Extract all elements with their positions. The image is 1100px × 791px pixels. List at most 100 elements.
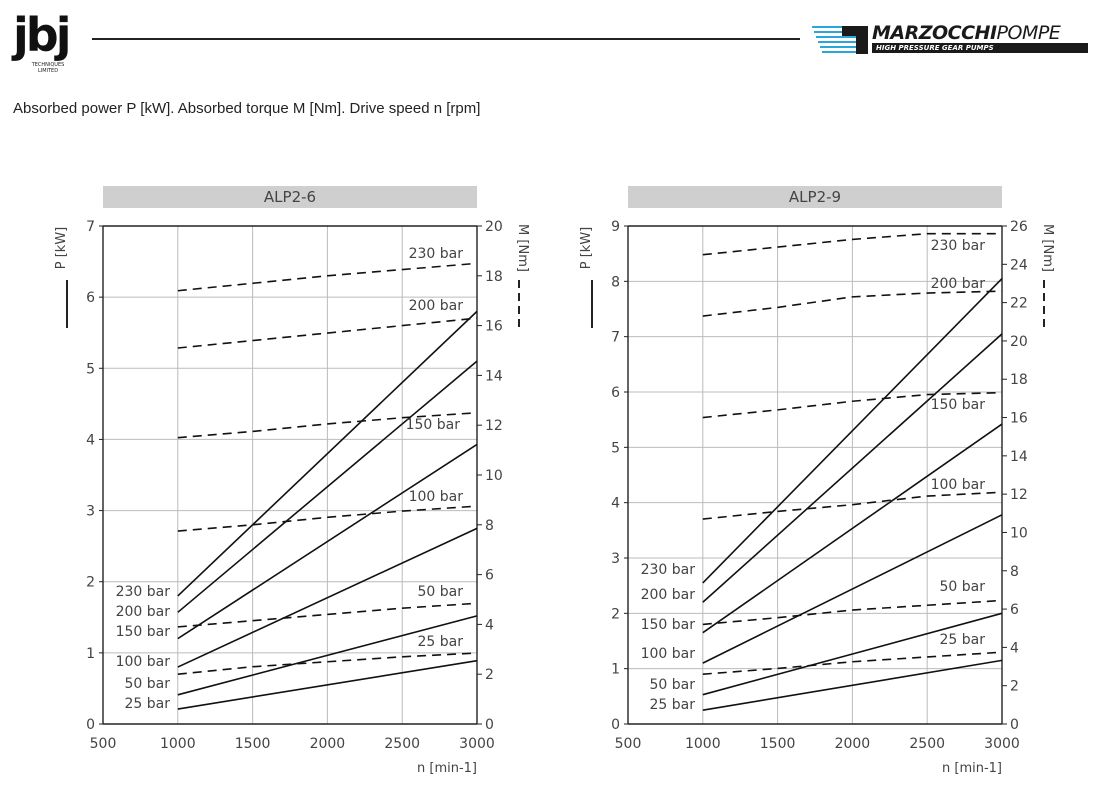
- power-series-line: [177, 527, 478, 668]
- y-left-tick-label: 7: [86, 219, 95, 235]
- torque-series-label: 230 bar: [409, 246, 464, 262]
- x-tick-label: 3000: [459, 736, 495, 752]
- y-left-axis-label: P [kW]: [579, 227, 594, 270]
- y-right-tick-label: 24: [1010, 257, 1028, 273]
- x-tick-label: 2000: [310, 736, 346, 752]
- torque-series-label: 25 bar: [418, 634, 464, 650]
- y-left-tick-label: 3: [86, 504, 95, 520]
- torque-series-line: [177, 411, 478, 439]
- y-right-tick-label: 14: [485, 368, 503, 384]
- y-left-tick-label: 9: [611, 219, 620, 235]
- power-series-line: [702, 612, 1003, 696]
- y-right-tick-label: 12: [1010, 487, 1028, 503]
- torque-series-line: [702, 651, 1003, 675]
- y-right-tick-label: 6: [485, 568, 494, 584]
- brand-tagline: HIGH PRESSURE GEAR PUMPS: [872, 43, 1088, 53]
- power-series-label: 230 bar: [116, 584, 171, 600]
- y-right-tick-label: 4: [485, 617, 494, 633]
- y-right-tick-label: 12: [485, 418, 503, 434]
- power-series-line: [177, 659, 478, 710]
- power-series-label: 230 bar: [641, 562, 696, 578]
- y-left-tick-label: 4: [611, 496, 620, 512]
- power-series-label: 50 bar: [650, 677, 696, 693]
- y-right-axis-label: M [Nm]: [1040, 224, 1055, 272]
- power-series-label: 200 bar: [116, 604, 171, 620]
- x-tick-label: 1500: [760, 736, 796, 752]
- y-left-tick-label: 2: [611, 606, 620, 622]
- y-left-tick-label: 8: [611, 274, 620, 290]
- x-tick-label: 2500: [909, 736, 945, 752]
- torque-series-line: [702, 232, 1002, 256]
- torque-series-line: [702, 391, 1003, 419]
- y-left-tick-label: 5: [86, 361, 95, 377]
- torque-series-line: [177, 602, 478, 628]
- y-right-tick-label: 0: [1010, 717, 1019, 733]
- y-right-axis-label: M [Nm]: [515, 224, 530, 272]
- y-right-tick-label: 0: [485, 717, 494, 733]
- y-right-tick-label: 16: [1010, 411, 1028, 427]
- torque-series-line: [177, 262, 478, 292]
- x-axis-label: n [min-1]: [417, 761, 477, 776]
- jbj-logo-text: jbj: [13, 8, 71, 62]
- power-series-label: 150 bar: [641, 617, 696, 633]
- power-series-line: [702, 514, 1003, 664]
- y-left-axis-label: P [kW]: [54, 227, 69, 270]
- torque-series-label: 150 bar: [931, 397, 986, 413]
- power-series-line: [177, 615, 478, 696]
- chart-title: ALP2-9: [789, 188, 841, 206]
- torque-series-line: [702, 599, 1003, 626]
- torque-series-label: 100 bar: [931, 477, 986, 493]
- torque-series-line: [702, 491, 1003, 520]
- y-left-tick-label: 7: [611, 330, 620, 346]
- page-header: jbj TECHNIQUES LIMITED MARZOCCHIPOMPE HI…: [0, 0, 1100, 80]
- y-right-tick-label: 6: [1010, 602, 1019, 618]
- power-series-label: 150 bar: [116, 624, 171, 640]
- x-tick-label: 2500: [384, 736, 420, 752]
- jbj-logo: jbj TECHNIQUES LIMITED: [13, 8, 83, 74]
- x-tick-label: 500: [615, 736, 642, 752]
- power-series-label: 25 bar: [650, 697, 696, 713]
- torque-series-label: 25 bar: [940, 632, 986, 648]
- torque-series-label: 200 bar: [409, 298, 464, 314]
- x-tick-label: 1000: [685, 736, 721, 752]
- y-right-tick-label: 4: [1010, 640, 1019, 656]
- y-left-tick-label: 0: [86, 717, 95, 733]
- torque-series-label: 200 bar: [931, 276, 986, 292]
- power-series-line: [702, 278, 1003, 584]
- x-tick-label: 3000: [984, 736, 1020, 752]
- y-right-tick-label: 14: [1010, 449, 1028, 465]
- torque-series-label: 50 bar: [940, 579, 986, 595]
- y-right-tick-label: 10: [1010, 525, 1028, 541]
- power-series-label: 100 bar: [116, 654, 171, 670]
- power-series-line: [177, 360, 478, 613]
- brand-name-bold: MARZOCCHI: [872, 22, 997, 44]
- y-right-tick-label: 2: [1010, 679, 1019, 695]
- y-left-tick-label: 3: [611, 551, 620, 567]
- brand-name: MARZOCCHIPOMPE: [872, 22, 1061, 44]
- power-series-label: 25 bar: [125, 696, 171, 712]
- chart-title-bar: [628, 186, 1002, 208]
- jbj-logo-subtext: TECHNIQUES LIMITED: [31, 62, 65, 74]
- power-series-line: [702, 659, 1003, 711]
- torque-series-label: 100 bar: [409, 489, 464, 505]
- x-tick-label: 2000: [835, 736, 871, 752]
- y-left-tick-label: 4: [86, 432, 95, 448]
- y-left-tick-label: 5: [611, 440, 620, 456]
- y-right-tick-label: 20: [485, 219, 503, 235]
- y-right-tick-label: 16: [485, 319, 503, 335]
- chart-title-bar: [103, 186, 477, 208]
- y-left-tick-label: 6: [86, 290, 95, 306]
- power-series-label: 100 bar: [641, 646, 696, 662]
- torque-series-line: [177, 317, 478, 349]
- power-series-line: [177, 310, 478, 597]
- y-right-tick-label: 20: [1010, 334, 1028, 350]
- x-tick-label: 1000: [160, 736, 196, 752]
- y-right-tick-label: 18: [1010, 372, 1028, 388]
- brand-name-suffix: POMPE: [996, 22, 1061, 44]
- y-right-tick-label: 18: [485, 269, 503, 285]
- power-series-label: 50 bar: [125, 676, 171, 692]
- y-left-tick-label: 1: [86, 646, 95, 662]
- torque-series-label: 150 bar: [406, 417, 461, 433]
